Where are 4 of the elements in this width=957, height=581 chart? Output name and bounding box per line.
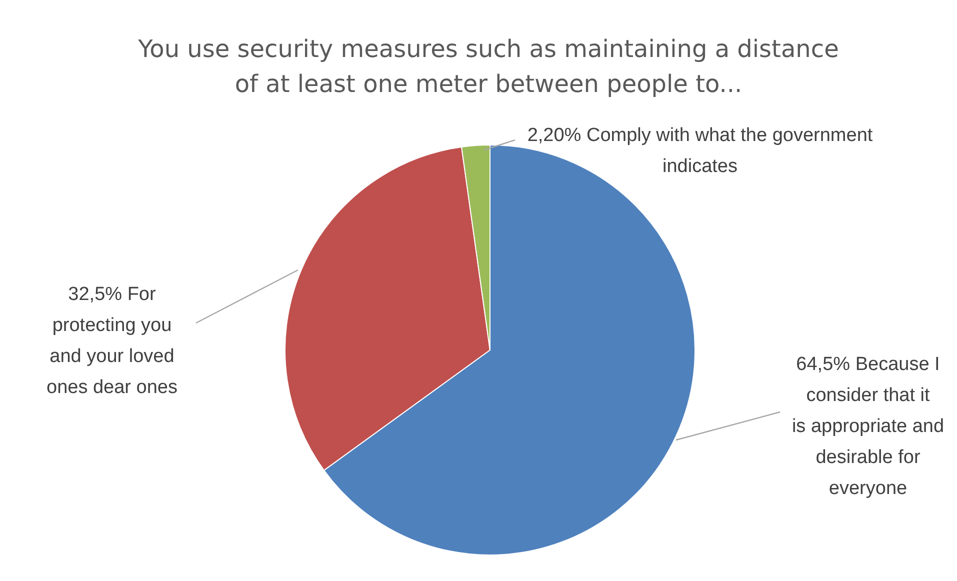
slice-label: 2,20% Comply with what the government indicates — [527, 125, 874, 177]
slice-label: 32,5% For protecting you and your loved ones dear ones — [46, 284, 178, 398]
slice-label: 64,5% Because I consider that it is appropriate and desirable for everyone — [792, 354, 944, 499]
chart-title: You use security measures such as maintaining a distance of at least one meter between people to... — [137, 35, 839, 98]
